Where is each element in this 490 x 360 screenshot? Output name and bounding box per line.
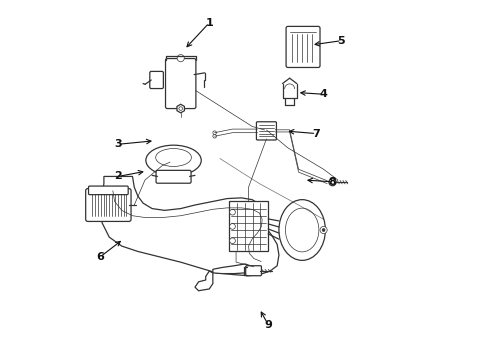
Text: 5: 5 bbox=[338, 36, 345, 46]
FancyBboxPatch shape bbox=[256, 122, 276, 140]
Polygon shape bbox=[102, 176, 279, 276]
FancyBboxPatch shape bbox=[86, 189, 131, 221]
Text: 4: 4 bbox=[319, 89, 327, 99]
FancyBboxPatch shape bbox=[286, 26, 320, 67]
Circle shape bbox=[179, 107, 182, 111]
FancyBboxPatch shape bbox=[166, 59, 196, 109]
Polygon shape bbox=[195, 271, 213, 291]
Text: 2: 2 bbox=[114, 171, 122, 181]
FancyBboxPatch shape bbox=[150, 71, 163, 89]
Circle shape bbox=[213, 134, 217, 138]
Circle shape bbox=[322, 229, 325, 231]
FancyBboxPatch shape bbox=[156, 170, 191, 183]
FancyBboxPatch shape bbox=[89, 186, 128, 195]
Circle shape bbox=[213, 131, 217, 134]
Circle shape bbox=[177, 55, 184, 62]
Text: 3: 3 bbox=[114, 139, 122, 149]
Ellipse shape bbox=[156, 149, 192, 166]
Circle shape bbox=[230, 224, 235, 229]
Circle shape bbox=[230, 209, 235, 215]
Text: 1: 1 bbox=[205, 18, 213, 28]
Text: 8: 8 bbox=[329, 177, 337, 187]
Circle shape bbox=[320, 226, 327, 234]
Text: 6: 6 bbox=[97, 252, 104, 262]
Ellipse shape bbox=[146, 145, 201, 176]
Text: 9: 9 bbox=[264, 320, 272, 330]
FancyBboxPatch shape bbox=[245, 266, 262, 276]
Text: 7: 7 bbox=[313, 129, 320, 139]
Polygon shape bbox=[177, 104, 184, 113]
Bar bbox=[229, 202, 268, 251]
Ellipse shape bbox=[279, 200, 325, 260]
Circle shape bbox=[230, 238, 235, 244]
Polygon shape bbox=[213, 264, 252, 274]
Circle shape bbox=[329, 179, 336, 186]
Ellipse shape bbox=[286, 208, 319, 252]
